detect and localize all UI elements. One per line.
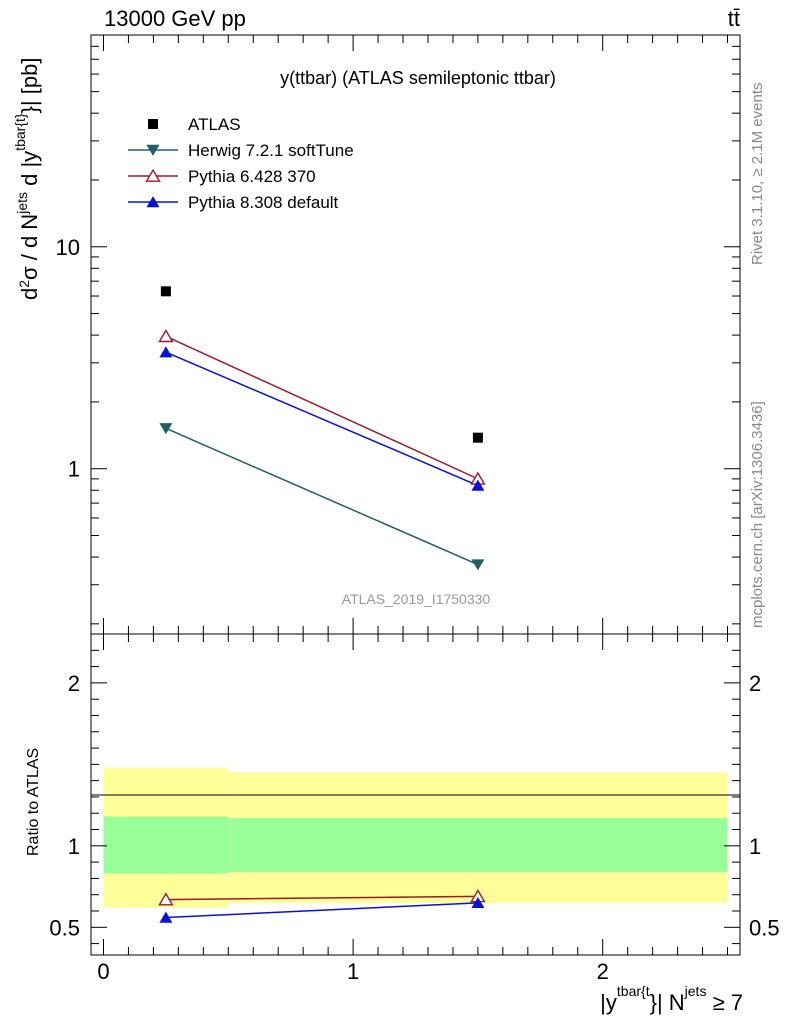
legend-entry: Pythia 6.428 370 (188, 167, 316, 186)
ratio-y-axis-label: Ratio to ATLAS (25, 748, 42, 856)
point-pythia-6-428-370 (158, 329, 174, 343)
uncertainty-band-green (228, 818, 728, 872)
legend-entry: Pythia 8.308 default (188, 193, 339, 212)
ratio-frame (90, 633, 741, 956)
point-pythia-8-308-default (159, 346, 173, 358)
series-line-pythia-8-308-default (165, 351, 479, 487)
main-series-lines (165, 335, 479, 566)
legend-marker-herwig-7-2-1-softtune (146, 144, 160, 156)
ratio-y-tick-label-right: 2 (749, 671, 761, 696)
main-y-tick-label: 1 (68, 457, 80, 482)
ratio-series-lines (165, 895, 478, 919)
rivet-label: Rivet 3.1.10, ≥ 2.1M events (749, 83, 766, 266)
ratio-y-tick-label-left: 2 (68, 671, 80, 696)
legend-marker-pythia-8-308-default (146, 196, 160, 208)
ratio-ticks (91, 634, 740, 955)
ratio-y-tick-label-left: 0.5 (49, 915, 80, 940)
main-panel: y(ttbar) (ATLAS semileptonic ttbar) ATLA… (12, 34, 741, 635)
ratio-y-tick-labels: 0.5 0.5 1 1 2 2 (49, 671, 779, 940)
x-tick-label: 1 (347, 959, 359, 984)
ratio-point-pythia-8-308-default (471, 897, 485, 909)
x-tick-label: 2 (597, 959, 609, 984)
main-y-axis-label: d2σ / d Njets d |ytbar{t}}| [pb] (12, 58, 42, 300)
energy-label: 13000 GeV pp (104, 6, 246, 31)
ratio-y-tick-label-right: 0.5 (749, 915, 780, 940)
mcplots-label: mcplots.cern.ch [arXiv:1306.3436] (749, 401, 766, 628)
legend-entry: Herwig 7.2.1 softTune (188, 141, 354, 160)
ratio-line-pythia-8-308-default (165, 902, 478, 919)
main-ticks (91, 34, 740, 634)
legend-marker-atlas (148, 119, 158, 129)
main-title: y(ttbar) (ATLAS semileptonic ttbar) (280, 68, 556, 88)
series-line-herwig-7-2-1-softtune (165, 427, 479, 566)
main-y-tick-label: 10 (56, 235, 80, 260)
ratio-x-tick-labels: 0 1 2 (97, 959, 608, 984)
watermark: ATLAS_2019_I1750330 (342, 591, 491, 607)
ratio-bands (103, 767, 728, 908)
ratio-panel: 0.5 0.5 1 1 2 2 0 1 2 Ratio to ATLAS |ytbar{t}|… (25, 633, 780, 1015)
point-atlas (160, 286, 171, 297)
legend-entry: ATLAS (188, 115, 241, 134)
ratio-point-pythia-6-428-370 (158, 892, 174, 906)
x-axis-label: |ytbar{t}| Njets ≥ 7 (600, 983, 743, 1015)
main-markers (158, 286, 486, 571)
legend: ATLAS Herwig 7.2.1 softTune Pythia 6.428 3… (128, 115, 354, 212)
point-atlas (472, 432, 483, 443)
process-label: tt̄ (728, 6, 740, 31)
main-y-tick-labels: 1 10 (56, 235, 80, 482)
uncertainty-band-green (103, 816, 229, 874)
ratio-y-tick-label-left: 1 (68, 834, 80, 859)
point-herwig-7-2-1-softtune (159, 423, 173, 435)
ratio-line-pythia-6-428-370 (165, 895, 478, 901)
ratio-markers (158, 889, 486, 923)
point-herwig-7-2-1-softtune (471, 559, 485, 571)
series-line-pythia-6-428-370 (165, 335, 479, 480)
legend-marker-pythia-6-428-370 (145, 168, 161, 182)
point-pythia-8-308-default (471, 479, 485, 491)
ratio-point-pythia-8-308-default (159, 911, 173, 923)
ratio-y-tick-label-right: 1 (749, 834, 761, 859)
x-tick-label: 0 (97, 959, 109, 984)
